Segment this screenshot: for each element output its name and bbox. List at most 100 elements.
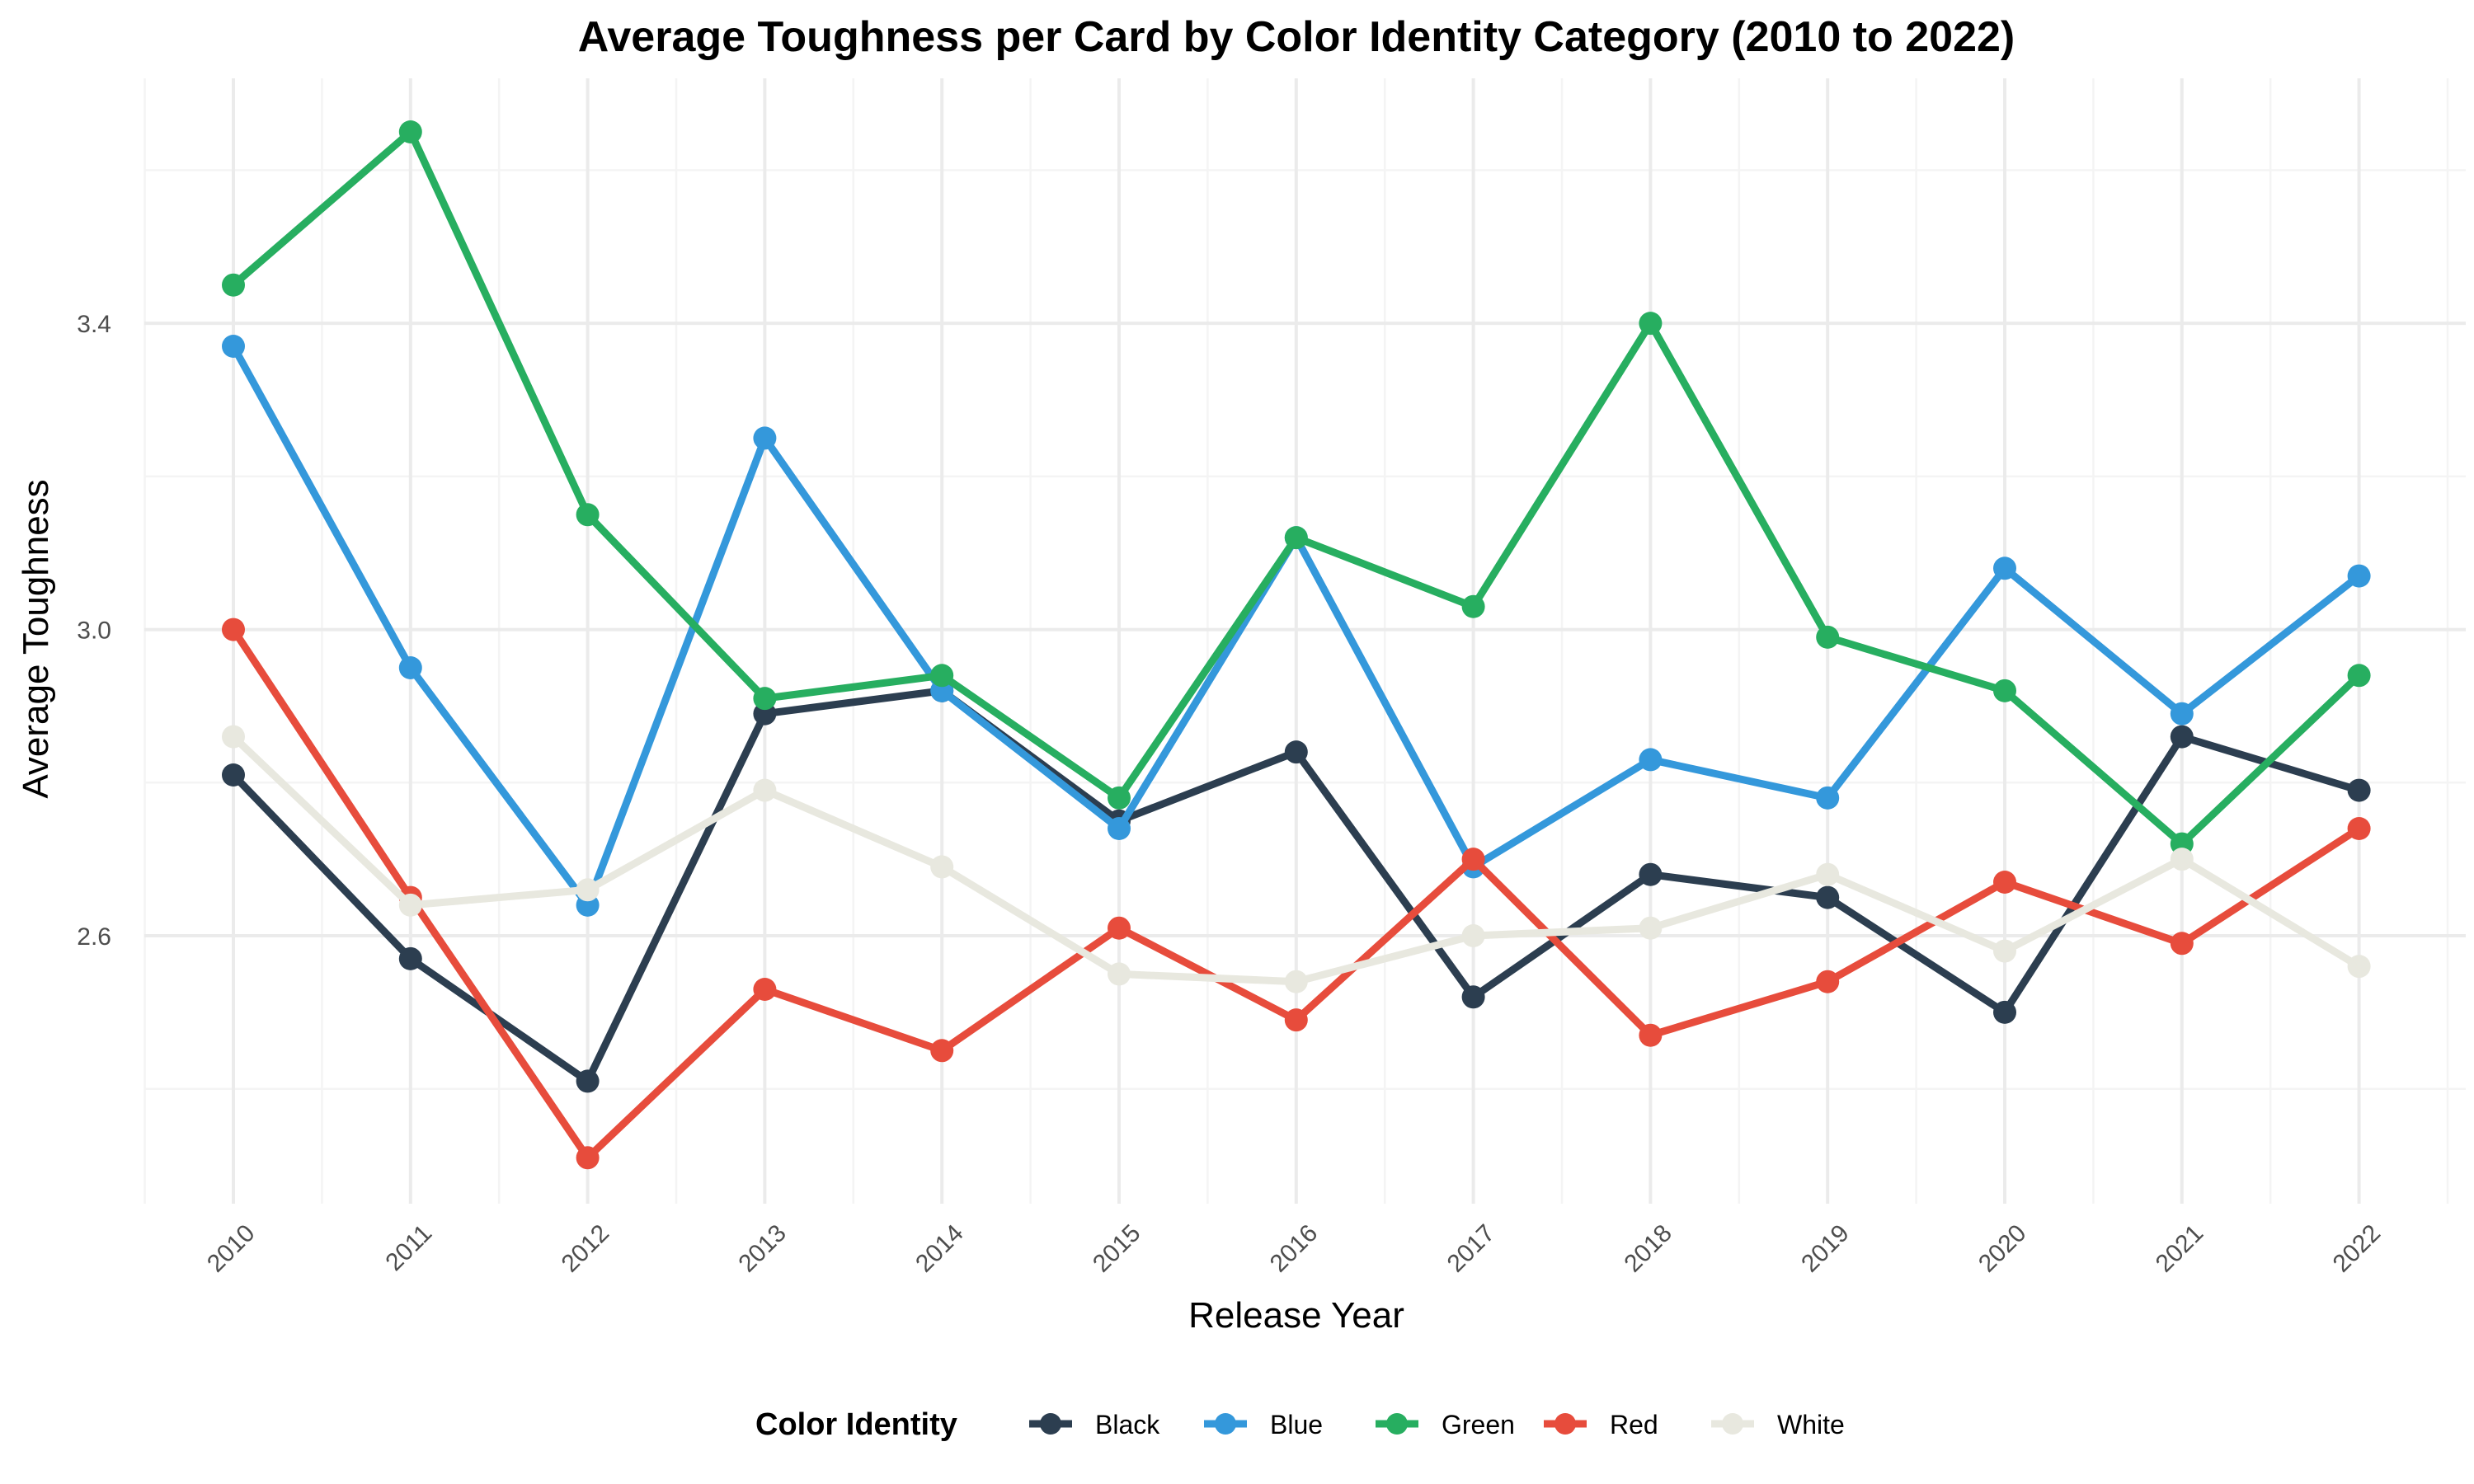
data-point-green bbox=[1993, 679, 2016, 702]
data-point-blue bbox=[1108, 817, 1131, 840]
x-tick-label: 2014 bbox=[910, 1219, 969, 1278]
legend-label-blue: Blue bbox=[1270, 1410, 1323, 1439]
data-point-red bbox=[1993, 871, 2016, 894]
data-point-white bbox=[930, 855, 954, 879]
data-point-red bbox=[753, 978, 777, 1001]
data-point-white bbox=[1461, 924, 1485, 947]
x-axis-title: Release Year bbox=[1188, 1295, 1404, 1336]
legend-item-red: Red bbox=[1544, 1410, 1658, 1439]
x-tick-label: 2016 bbox=[1265, 1219, 1324, 1278]
legend-key-point-black bbox=[1040, 1413, 1061, 1435]
series-white bbox=[222, 725, 2371, 993]
x-tick-label: 2022 bbox=[2328, 1219, 2387, 1278]
data-point-green bbox=[1284, 526, 1308, 550]
x-tick-label: 2020 bbox=[1973, 1219, 2032, 1278]
data-point-white bbox=[1816, 862, 1840, 886]
y-tick-label: 3.4 bbox=[77, 311, 111, 338]
x-tick-label: 2021 bbox=[2151, 1219, 2209, 1278]
x-tick-label: 2019 bbox=[1796, 1219, 1855, 1278]
legend-key-point-white bbox=[1722, 1413, 1743, 1435]
data-point-black bbox=[1816, 885, 1840, 909]
x-tick-label: 2015 bbox=[1088, 1219, 1146, 1278]
data-point-red bbox=[1461, 848, 1485, 871]
data-point-white bbox=[1993, 939, 2016, 963]
data-point-red bbox=[1816, 970, 1840, 993]
data-point-blue bbox=[1816, 786, 1840, 810]
data-point-blue bbox=[1639, 748, 1663, 772]
y-axis-ticks: 2.6 3.0 3.4 bbox=[77, 311, 111, 951]
data-point-green bbox=[576, 503, 600, 527]
series-layer bbox=[222, 120, 2371, 1170]
legend-item-blue: Blue bbox=[1204, 1410, 1323, 1439]
legend-item-green: Green bbox=[1376, 1410, 1515, 1439]
data-point-red bbox=[1108, 916, 1131, 940]
x-tick-label: 2010 bbox=[202, 1219, 261, 1278]
x-tick-label: 2011 bbox=[380, 1219, 437, 1276]
data-point-white bbox=[1108, 962, 1131, 986]
data-point-black bbox=[2170, 725, 2194, 749]
data-point-red bbox=[1284, 1008, 1308, 1032]
legend-label-black: Black bbox=[1095, 1410, 1160, 1439]
data-point-black bbox=[1993, 1000, 2016, 1024]
data-point-blue bbox=[398, 656, 422, 679]
data-point-white bbox=[576, 878, 600, 902]
data-point-green bbox=[753, 687, 777, 711]
y-axis-title: Average Toughness bbox=[16, 479, 56, 798]
legend-key-point-blue bbox=[1215, 1413, 1236, 1435]
x-tick-label: 2017 bbox=[1442, 1219, 1501, 1278]
series-green bbox=[222, 120, 2371, 856]
legend-label-red: Red bbox=[1610, 1410, 1658, 1439]
data-point-black bbox=[2347, 778, 2371, 802]
legend: Color Identity Black Blue Green Red White bbox=[755, 1407, 1845, 1442]
legend-item-black: Black bbox=[1029, 1410, 1160, 1439]
data-point-white bbox=[1639, 916, 1663, 940]
data-point-blue bbox=[1993, 556, 2016, 580]
data-point-white bbox=[2347, 955, 2371, 979]
data-point-white bbox=[398, 893, 422, 917]
data-point-black bbox=[1639, 862, 1663, 886]
data-point-white bbox=[222, 725, 245, 749]
data-point-red bbox=[576, 1146, 600, 1170]
data-point-blue bbox=[753, 426, 777, 450]
legend-item-white: White bbox=[1711, 1410, 1845, 1439]
data-point-red bbox=[222, 618, 245, 641]
data-point-green bbox=[222, 273, 245, 297]
data-point-green bbox=[1461, 594, 1485, 618]
legend-key-point-red bbox=[1554, 1413, 1576, 1435]
x-tick-label: 2012 bbox=[557, 1219, 615, 1278]
chart-title: Average Toughness per Card by Color Iden… bbox=[578, 13, 2015, 61]
legend-label-white: White bbox=[1777, 1410, 1845, 1439]
data-point-green bbox=[1639, 312, 1663, 336]
data-point-red bbox=[930, 1039, 954, 1063]
data-point-green bbox=[1108, 786, 1131, 810]
data-point-green bbox=[930, 664, 954, 688]
data-point-green bbox=[1816, 625, 1840, 649]
data-point-white bbox=[2170, 848, 2194, 871]
legend-key-point-green bbox=[1386, 1413, 1408, 1435]
x-tick-label: 2013 bbox=[733, 1219, 792, 1278]
data-point-black bbox=[222, 763, 245, 787]
data-point-blue bbox=[2170, 702, 2194, 726]
data-point-red bbox=[2170, 932, 2194, 956]
y-tick-label: 2.6 bbox=[77, 923, 111, 951]
data-point-red bbox=[2347, 817, 2371, 840]
data-point-black bbox=[576, 1069, 600, 1093]
legend-title: Color Identity bbox=[755, 1407, 957, 1442]
data-point-black bbox=[1461, 985, 1485, 1009]
data-point-blue bbox=[2347, 564, 2371, 588]
x-tick-label: 2018 bbox=[1619, 1219, 1677, 1278]
data-point-green bbox=[398, 120, 422, 143]
data-point-black bbox=[398, 946, 422, 970]
data-point-white bbox=[1284, 970, 1308, 993]
data-point-blue bbox=[222, 335, 245, 358]
series-red bbox=[222, 618, 2371, 1170]
grid bbox=[143, 78, 2466, 1204]
data-point-red bbox=[1639, 1023, 1663, 1047]
y-tick-label: 3.0 bbox=[77, 618, 111, 645]
data-point-black bbox=[1284, 740, 1308, 764]
data-point-white bbox=[753, 778, 777, 802]
data-point-green bbox=[2347, 664, 2371, 688]
x-axis-ticks: 2010 2011 2012 2013 2014 2015 2016 2017 2018 2019… bbox=[202, 1219, 2386, 1278]
legend-label-green: Green bbox=[1442, 1410, 1515, 1439]
